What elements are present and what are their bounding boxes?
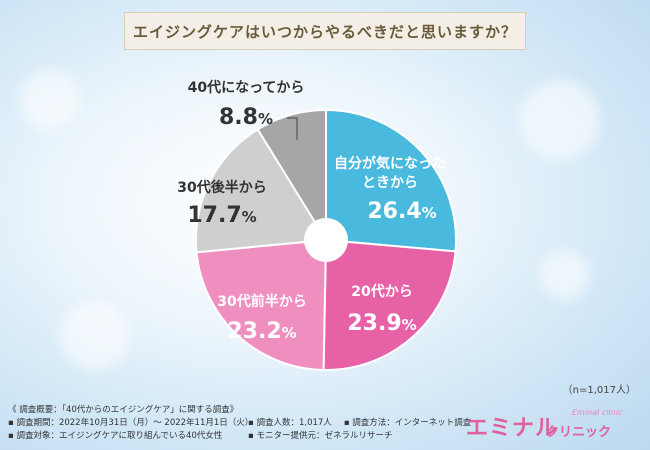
bokeh-decoration — [20, 70, 80, 130]
slice-label-group: 20代から 23.9% — [347, 283, 416, 336]
slice-label: 30代後半から — [177, 179, 266, 196]
label-leader-line — [287, 117, 298, 140]
slice-value-label: 23.2% — [227, 319, 296, 344]
slice-value-label: 8.8% — [219, 105, 273, 130]
slice-label: 30代前半から — [217, 293, 306, 310]
slice-value-label: 23.9% — [347, 311, 416, 336]
slice-value-label: 17.7% — [187, 203, 256, 228]
survey-method: ▪ 調査方法：インターネット調査 — [343, 418, 472, 428]
logo-sub-text: クリニック — [546, 425, 612, 440]
logo-tagline: Eminal clinic — [572, 408, 623, 417]
slice-label-group: 30代後半から 17.7% — [177, 179, 266, 228]
slice-label-group: 40代になってから 8.8% — [188, 79, 305, 130]
survey-count: ▪ 調査人数：1,017人 — [248, 418, 332, 428]
slice-label: 20代から — [351, 283, 412, 300]
survey-provider: ▪ モニター提供元：ゼネラルリサーチ — [248, 431, 393, 441]
bokeh-decoration — [520, 80, 600, 160]
slice-label-group: 30代前半から 23.2% — [217, 293, 306, 344]
pie-center-hole — [304, 218, 348, 262]
pie-slice — [322, 238, 457, 371]
slice-value-label: 26.4% — [367, 199, 436, 224]
logo-main-text: エミナル — [466, 416, 559, 441]
slice-label: 自分が気になった — [334, 155, 446, 172]
survey-period: ▪ 調査期間：2022年10月31日（月）～ 2022年11月1日（火） — [8, 418, 254, 428]
overview-heading: 《 調査概要：「40代からのエイジングケア」に関する調査》 — [8, 405, 239, 415]
survey-target: ▪ 調査対象：エイジングケアに取り組んでいる40代女性 — [8, 431, 223, 441]
bokeh-decoration — [540, 250, 590, 300]
pie-slice — [256, 108, 327, 244]
slice-label: 40代になってから — [188, 79, 305, 96]
pie-slice — [195, 238, 328, 371]
chart-title: エイジングケアはいつからやるべきだと思いますか？ — [124, 12, 526, 50]
eminal-clinic-logo: Eminal clinic エミナル クリニック — [466, 408, 636, 444]
bokeh-decoration — [60, 300, 130, 370]
pie-slice — [195, 127, 328, 254]
survey-overview: 《 調査概要：「40代からのエイジングケア」に関する調査》 ▪ 調査期間：202… — [8, 404, 472, 443]
sample-size-note: （n=1,017人） — [562, 385, 636, 396]
pie-slice — [325, 108, 457, 253]
slice-label: ときから — [362, 175, 418, 191]
